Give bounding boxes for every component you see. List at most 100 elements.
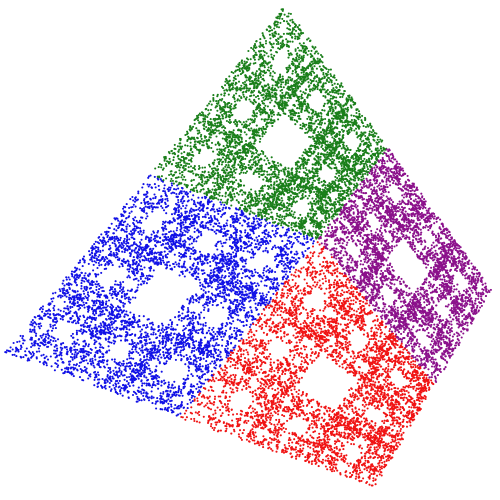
blue-point — [209, 223, 212, 226]
blue-point — [127, 300, 130, 303]
blue-point — [192, 194, 195, 197]
blue-point — [140, 252, 143, 255]
blue-point — [153, 235, 156, 238]
blue-point — [268, 221, 271, 224]
blue-point — [125, 239, 129, 242]
blue-point — [145, 326, 148, 329]
blue-point — [192, 274, 195, 277]
blue-point — [123, 237, 126, 240]
blue-point — [113, 242, 116, 245]
blue-point — [66, 305, 69, 308]
blue-point — [140, 265, 143, 268]
blue-point — [223, 287, 226, 290]
blue-point — [207, 308, 210, 311]
blue-point — [81, 279, 84, 282]
blue-point — [125, 203, 128, 206]
blue-point — [76, 301, 79, 304]
blue-point — [203, 352, 206, 355]
blue-point — [231, 221, 235, 224]
blue-point — [167, 190, 170, 193]
blue-point — [181, 240, 185, 243]
blue-point — [250, 256, 253, 259]
blue-point — [91, 357, 94, 360]
blue-point — [82, 255, 86, 258]
blue-point — [254, 214, 258, 218]
blue-point — [118, 290, 121, 293]
blue-point — [195, 340, 198, 343]
blue-point — [169, 230, 172, 233]
blue-point — [118, 334, 121, 337]
blue-point — [186, 306, 190, 310]
blue-point — [147, 358, 151, 362]
blue-point — [251, 272, 254, 275]
blue-point — [128, 268, 131, 271]
blue-point — [181, 394, 184, 397]
blue-point — [60, 351, 63, 354]
blue-point — [305, 241, 308, 244]
blue-point — [191, 335, 194, 338]
blue-point — [102, 320, 105, 323]
blue-point — [197, 208, 200, 211]
blue-point — [125, 376, 128, 379]
blue-point — [140, 238, 143, 241]
blue-point — [135, 375, 138, 378]
blue-point — [134, 196, 137, 199]
blue-point — [223, 270, 227, 273]
blue-point — [281, 269, 284, 273]
blue-point — [91, 248, 94, 251]
blue-point — [249, 228, 252, 231]
blue-point — [238, 319, 242, 322]
blue-point — [141, 364, 144, 367]
blue-point — [264, 249, 267, 252]
blue-point — [180, 192, 183, 195]
blue-point — [130, 270, 134, 273]
blue-point — [82, 345, 85, 348]
blue-point — [257, 235, 261, 238]
blue-point — [127, 296, 131, 299]
blue-point — [150, 204, 153, 207]
blue-point — [191, 323, 194, 326]
blue-point — [53, 323, 56, 327]
blue-point — [105, 351, 108, 354]
blue-point — [85, 302, 88, 305]
blue-point — [89, 360, 92, 363]
blue-point — [158, 188, 161, 191]
blue-point — [152, 269, 155, 272]
blue-point — [95, 375, 98, 378]
blue-point — [217, 212, 220, 215]
blue-point — [138, 249, 141, 252]
blue-point — [147, 335, 150, 338]
blue-point — [244, 262, 247, 265]
blue-point — [218, 279, 221, 282]
blue-point — [194, 293, 198, 296]
blue-point — [60, 348, 63, 352]
blue-point — [141, 369, 145, 372]
blue-point — [148, 350, 151, 353]
blue-point — [125, 296, 128, 299]
blue-point — [162, 335, 165, 338]
blue-point — [113, 386, 116, 390]
blue-point — [164, 344, 167, 347]
blue-point — [235, 290, 238, 294]
blue-point — [33, 320, 36, 324]
blue-point — [208, 343, 211, 347]
blue-point — [182, 345, 185, 348]
blue-point — [158, 362, 161, 365]
blue-point — [186, 318, 189, 321]
blue-point — [228, 299, 231, 302]
blue-point — [89, 358, 92, 361]
blue-point — [209, 272, 212, 275]
blue-point — [146, 332, 149, 335]
blue-point — [203, 272, 206, 275]
blue-point — [104, 295, 107, 298]
blue-point — [154, 333, 157, 336]
blue-point — [68, 363, 71, 366]
blue-point — [254, 271, 257, 274]
blue-point — [232, 224, 235, 227]
blue-point — [255, 245, 258, 249]
blue-point — [226, 252, 229, 255]
blue-point — [72, 368, 75, 371]
blue-point — [148, 278, 151, 281]
blue-point — [181, 272, 184, 275]
blue-point — [57, 364, 60, 367]
